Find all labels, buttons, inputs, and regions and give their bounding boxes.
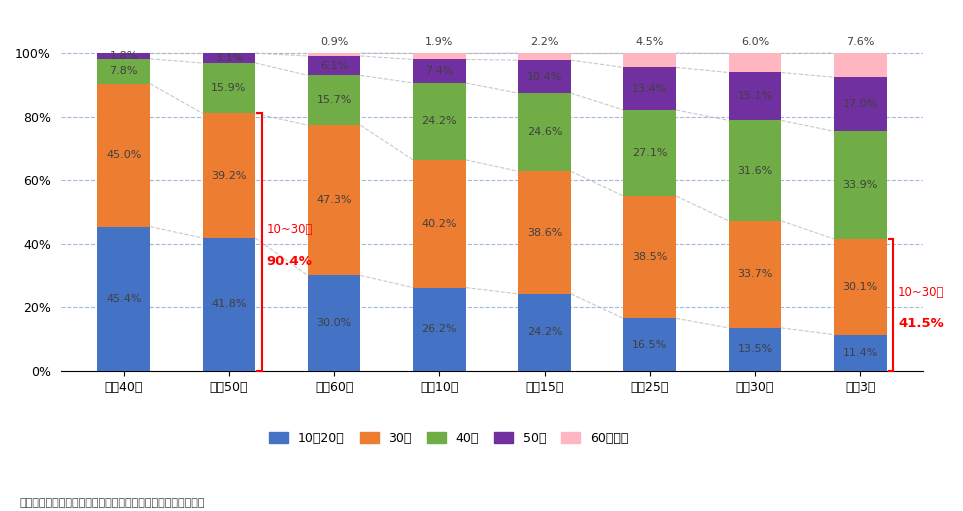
Text: 10.4%: 10.4% [527, 72, 562, 82]
Bar [202, 238, 255, 371]
Bar [202, 63, 255, 113]
Text: 26.2%: 26.2% [422, 324, 457, 334]
Bar [97, 226, 150, 371]
Bar [729, 121, 781, 221]
Text: 45.0%: 45.0% [106, 150, 142, 160]
Text: 38.6%: 38.6% [527, 227, 562, 238]
Text: 38.5%: 38.5% [632, 252, 667, 262]
Text: 39.2%: 39.2% [211, 171, 247, 181]
Bar [413, 288, 466, 371]
Bar [413, 83, 466, 160]
Text: 2.2%: 2.2% [531, 37, 559, 47]
Text: 0.9%: 0.9% [320, 37, 349, 47]
Text: 41.5%: 41.5% [898, 317, 944, 331]
Text: 1.9%: 1.9% [426, 37, 454, 47]
Bar [834, 131, 887, 239]
Text: 7.6%: 7.6% [846, 37, 874, 47]
Text: 15.1%: 15.1% [738, 91, 772, 102]
Bar [623, 196, 676, 318]
Text: 13.5%: 13.5% [738, 344, 772, 354]
Text: 30.1%: 30.1% [843, 282, 878, 292]
Bar [729, 328, 781, 371]
Bar [834, 77, 887, 131]
Bar [834, 239, 887, 335]
Bar [623, 110, 676, 196]
Text: 31.6%: 31.6% [738, 166, 772, 176]
Text: 30.0%: 30.0% [317, 318, 351, 328]
Bar [97, 84, 150, 226]
Bar [623, 67, 676, 110]
Bar [308, 125, 360, 275]
Bar [518, 294, 571, 371]
Bar [308, 75, 360, 125]
Bar [413, 59, 466, 83]
Bar [623, 53, 676, 67]
Text: 24.2%: 24.2% [527, 328, 562, 337]
Bar [729, 54, 781, 73]
Bar [97, 59, 150, 84]
Text: 10~30代: 10~30代 [267, 223, 313, 236]
Text: 7.8%: 7.8% [110, 66, 138, 76]
Bar [202, 53, 255, 63]
Text: 4.5%: 4.5% [636, 37, 664, 47]
Text: 7.4%: 7.4% [425, 66, 454, 76]
Text: 15.9%: 15.9% [211, 83, 247, 93]
Legend: 10〜20代, 30代, 40代, 50代, 60代以上: 10〜20代, 30代, 40代, 50代, 60代以上 [264, 427, 634, 450]
Bar [729, 73, 781, 121]
Text: 33.9%: 33.9% [843, 180, 878, 190]
Text: 27.1%: 27.1% [632, 148, 667, 158]
Bar [308, 275, 360, 371]
Bar [97, 53, 150, 59]
Text: 17.0%: 17.0% [843, 99, 878, 109]
Bar [308, 56, 360, 75]
Text: 40.2%: 40.2% [422, 219, 457, 229]
Text: 11.4%: 11.4% [843, 347, 878, 358]
Bar [202, 113, 255, 238]
Text: 10~30代: 10~30代 [898, 286, 945, 298]
Bar [623, 318, 676, 371]
Bar [518, 53, 571, 60]
Bar [413, 54, 466, 59]
Text: 3.1%: 3.1% [215, 53, 243, 63]
Text: 41.8%: 41.8% [211, 299, 247, 309]
Text: 1.8%: 1.8% [110, 51, 138, 61]
Bar [518, 93, 571, 171]
Text: 33.7%: 33.7% [738, 269, 772, 280]
Bar [729, 221, 781, 328]
Text: 24.6%: 24.6% [527, 127, 562, 137]
Text: 6.0%: 6.0% [741, 37, 769, 47]
Text: 90.4%: 90.4% [267, 254, 313, 268]
Text: 15.7%: 15.7% [317, 95, 351, 105]
Text: 24.2%: 24.2% [422, 117, 457, 126]
Bar [518, 171, 571, 294]
Bar [413, 160, 466, 288]
Text: 出典：消防庁「消防防災・震災対策現況調査」より消防庁作成: 出典：消防庁「消防防災・震災対策現況調査」より消防庁作成 [19, 498, 205, 508]
Bar [834, 53, 887, 77]
Bar [308, 53, 360, 56]
Text: 6.1%: 6.1% [320, 61, 349, 71]
Bar [834, 335, 887, 371]
Text: 16.5%: 16.5% [632, 340, 667, 350]
Text: 47.3%: 47.3% [317, 195, 351, 205]
Text: 45.4%: 45.4% [106, 294, 142, 304]
Bar [518, 60, 571, 93]
Text: 13.4%: 13.4% [632, 84, 667, 94]
